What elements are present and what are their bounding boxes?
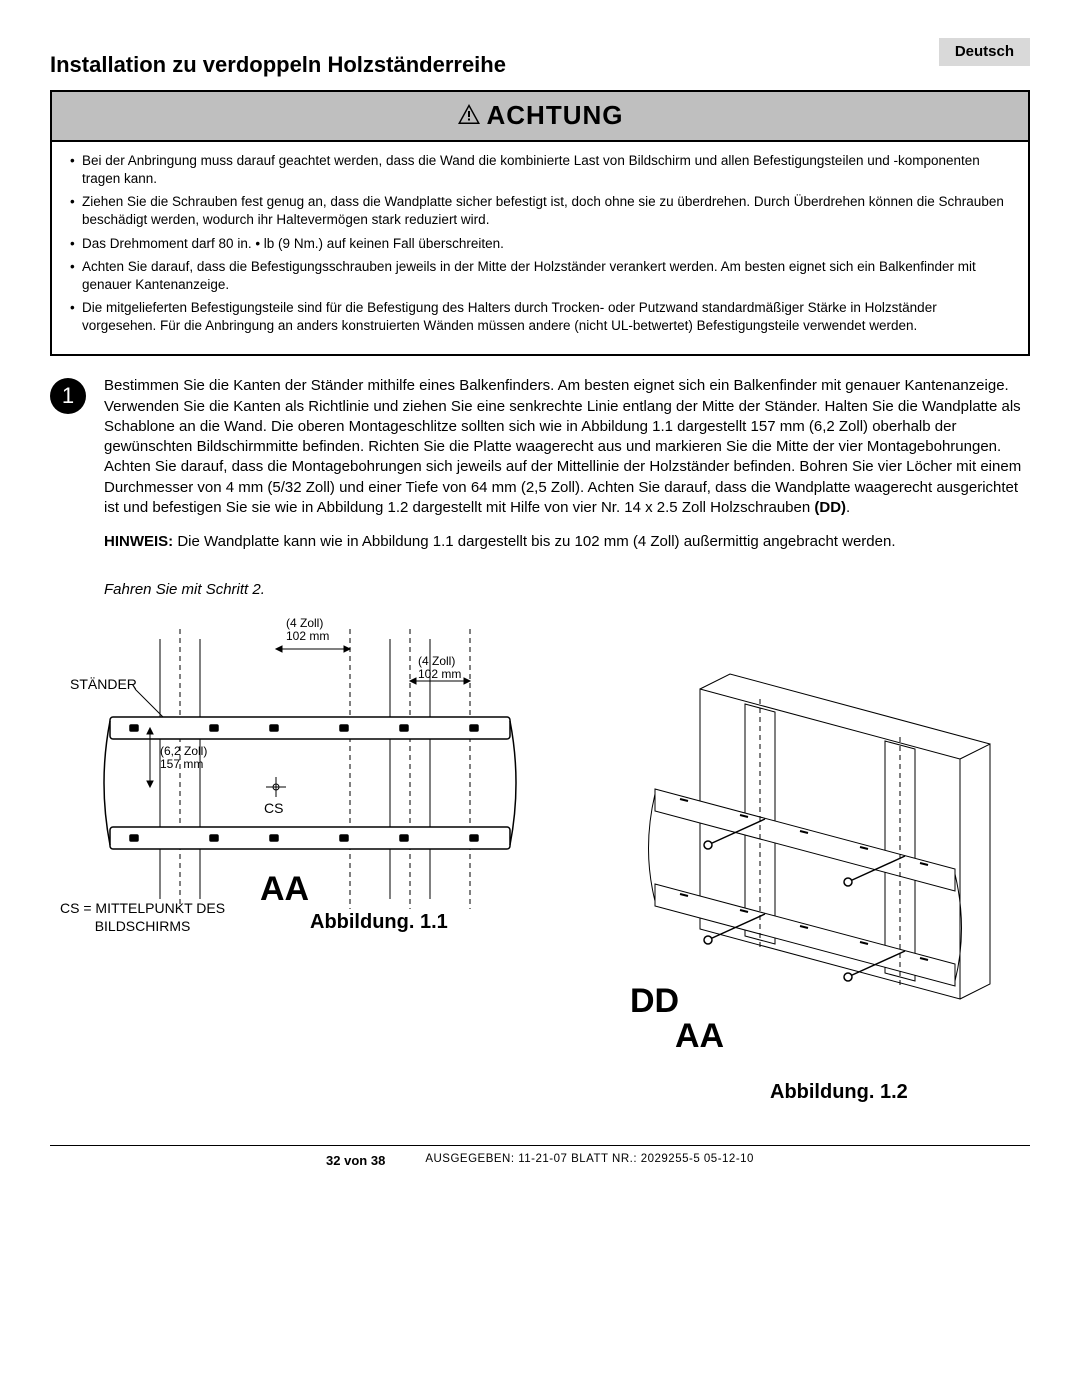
fig11-dim-102mm-1: 102 mm [286,629,329,643]
caution-body: Bei der Anbringung muss darauf geachtet … [52,142,1028,354]
figure-1-2: DD AA Abbildung. 1.2 [560,669,1020,1075]
caution-bullet: Ziehen Sie die Schrauben fest genug an, … [70,193,1010,228]
continue-note: Fahren Sie mit Schritt 2. [104,580,1030,600]
caution-header-text: ACHTUNG [487,100,624,130]
caution-bullet: Bei der Anbringung muss darauf geachtet … [70,152,1010,187]
fig11-dim-4zoll-2: (4 Zoll) [418,654,455,668]
fig11-aa-label: AA [260,867,309,913]
caution-header: ACHTUNG [52,92,1028,143]
figure-1-1-svg [50,609,570,929]
note-body: Die Wandplatte kann wie in Abbildung 1.1… [173,533,895,550]
step-row: 1 Bestimmen Sie die Kanten der Ständer m… [50,376,1030,566]
page-title: Installation zu verdoppeln Holzständerre… [50,50,1030,80]
figures-area: STÄNDER (4 Zoll) 102 mm (4 Zoll) 102 mm … [50,609,1030,1129]
caution-box: ACHTUNG Bei der Anbringung muss darauf g… [50,90,1030,357]
fig11-cs-def-1: CS = MITTELPUNKT DES [60,899,225,917]
fig11-dim-102mm-2: 102 mm [418,667,461,681]
fig11-dim-157mm: 157 mm [160,757,203,771]
fig11-cs-label: CS [264,799,283,818]
step-body-bold: (DD) [814,499,846,516]
fig12-caption: Abbildung. 1.2 [770,1079,908,1106]
fig11-caption: Abbildung. 1.1 [310,909,448,936]
figure-1-2-svg [560,669,1020,1069]
caution-bullet: Das Drehmoment darf 80 in. • lb (9 Nm.) … [70,235,1010,253]
step-body: Bestimmen Sie die Kanten der Ständer mit… [104,377,1021,516]
fig12-dd-label: DD [630,979,679,1025]
figure-1-1: STÄNDER (4 Zoll) 102 mm (4 Zoll) 102 mm … [50,609,570,935]
step-body-end: . [846,499,850,516]
fig11-stander-label: STÄNDER [70,675,137,694]
footer-page-number: 32 von 38 [326,1152,385,1170]
note-label: HINWEIS: [104,533,173,550]
caution-bullet: Die mitgelieferten Befestigungsteile sin… [70,299,1010,334]
fig11-cs-def-2: BILDSCHIRMS [60,917,225,935]
step-number-badge: 1 [50,378,86,414]
warning-icon [457,99,481,134]
fig11-dim-4zoll-1: (4 Zoll) [286,616,323,630]
page-footer: 32 von 38 AUSGEGEBEN: 11-21-07 BLATT NR.… [50,1145,1030,1170]
step-text: Bestimmen Sie die Kanten der Ständer mit… [104,376,1030,566]
footer-meta: AUSGEGEBEN: 11-21-07 BLATT NR.: 2029255-… [425,1152,754,1170]
fig12-aa-label: AA [675,1014,724,1060]
caution-bullet: Achten Sie darauf, dass die Befestigungs… [70,258,1010,293]
fig11-dim-62zoll: (6,2 Zoll) [160,744,207,758]
language-tab: Deutsch [939,38,1030,66]
